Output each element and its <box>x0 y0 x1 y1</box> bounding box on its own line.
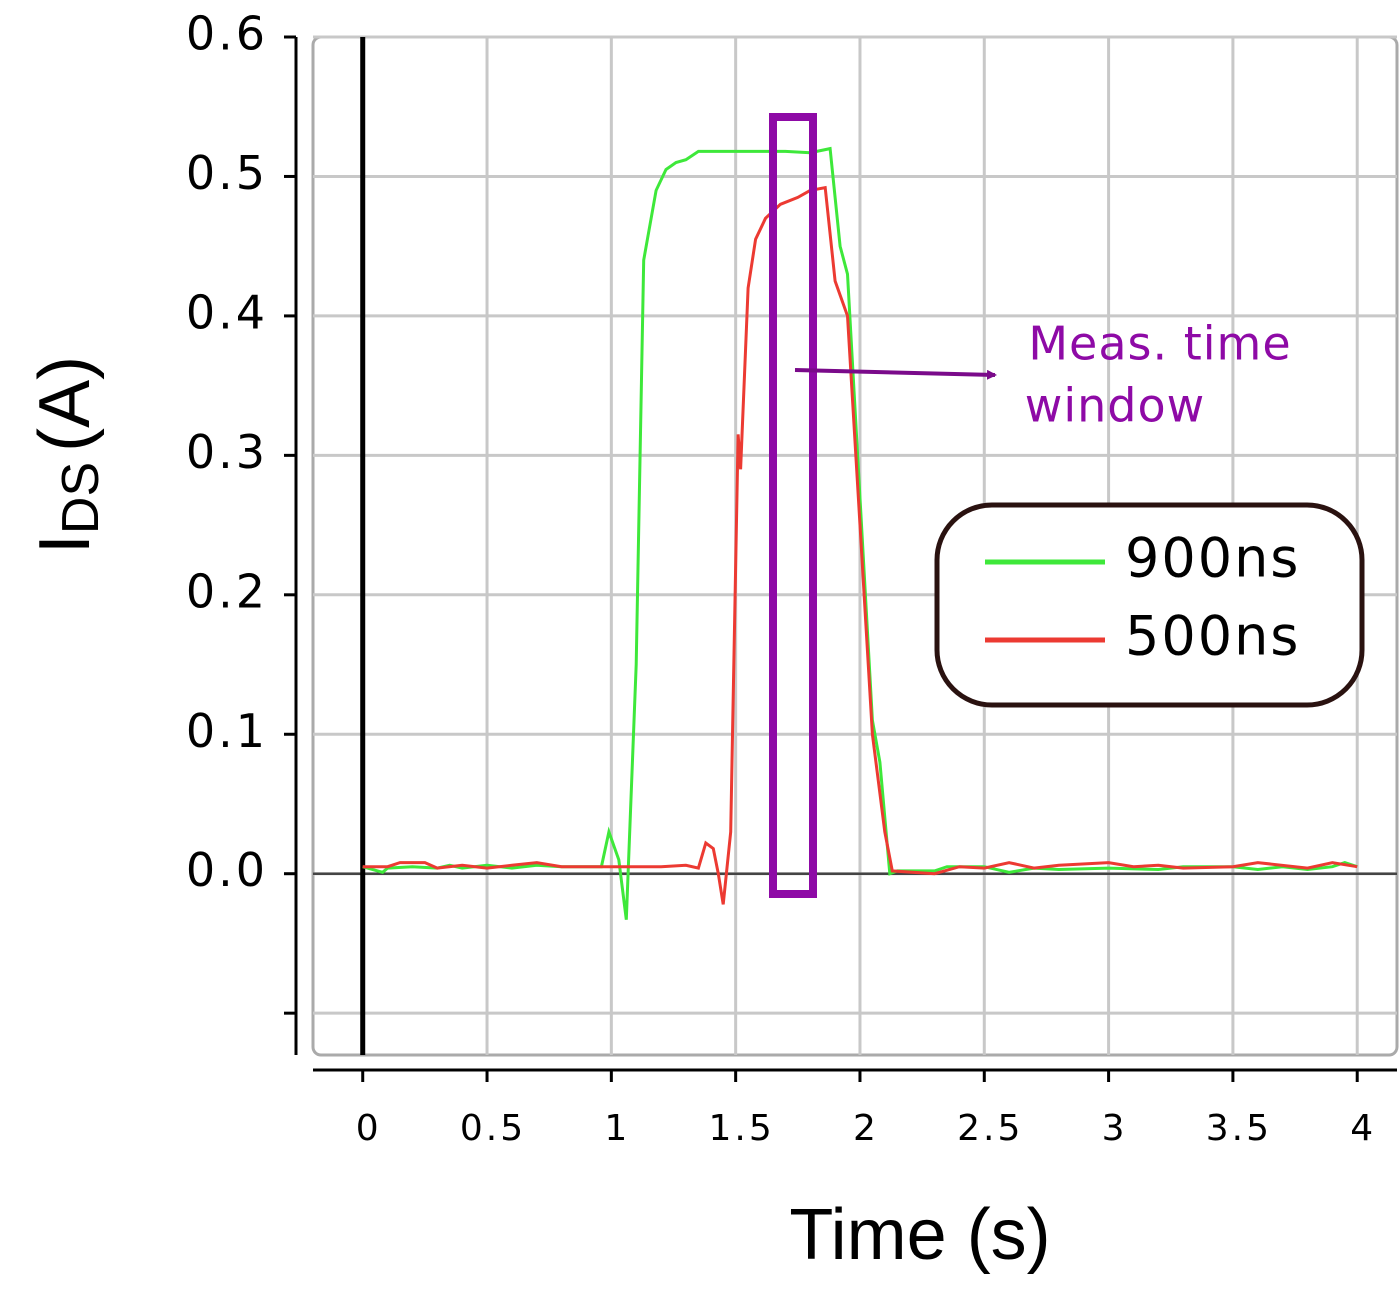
annotation-text: Meas. time <box>1028 317 1291 371</box>
y-tick-label: 0.2 <box>186 564 268 618</box>
x-tick-label: 1.5 <box>709 1108 775 1149</box>
y-axis-title: IDS (A) <box>25 356 110 554</box>
legend-box <box>934 502 1365 708</box>
x-tick-label: 2.5 <box>957 1108 1023 1149</box>
x-tick-label: 2 <box>853 1108 879 1149</box>
y-tick-label: 0.1 <box>186 704 268 758</box>
y-tick-label: 0.0 <box>186 843 268 897</box>
annotation-text: window <box>1025 379 1206 433</box>
x-tick-label: 3.5 <box>1206 1108 1272 1149</box>
measurement-window <box>769 113 817 898</box>
y-tick-label: 0.4 <box>186 285 268 339</box>
series-line <box>362 185 1358 905</box>
x-tick-label: 4 <box>1350 1108 1376 1149</box>
y-axis-title-main: I <box>25 534 105 554</box>
y-tick-label: 0.6 <box>186 7 268 61</box>
y-axis-title-unit: (A) <box>25 356 105 452</box>
x-axis-title: Time (s) <box>789 1195 1050 1275</box>
y-tick-label: 0.5 <box>186 146 268 200</box>
x-tick-label: 0.5 <box>460 1108 526 1149</box>
x-tick-label: 1 <box>604 1108 630 1149</box>
legend-label: 500ns <box>1125 605 1300 668</box>
x-tick-label: 0 <box>356 1108 382 1149</box>
legend-label: 900ns <box>1125 527 1300 590</box>
y-tick-label: 0.3 <box>186 425 268 479</box>
x-tick-label: 3 <box>1102 1108 1128 1149</box>
annotation-arrow <box>794 368 997 380</box>
y-axis-title-sub: DS <box>52 462 110 534</box>
